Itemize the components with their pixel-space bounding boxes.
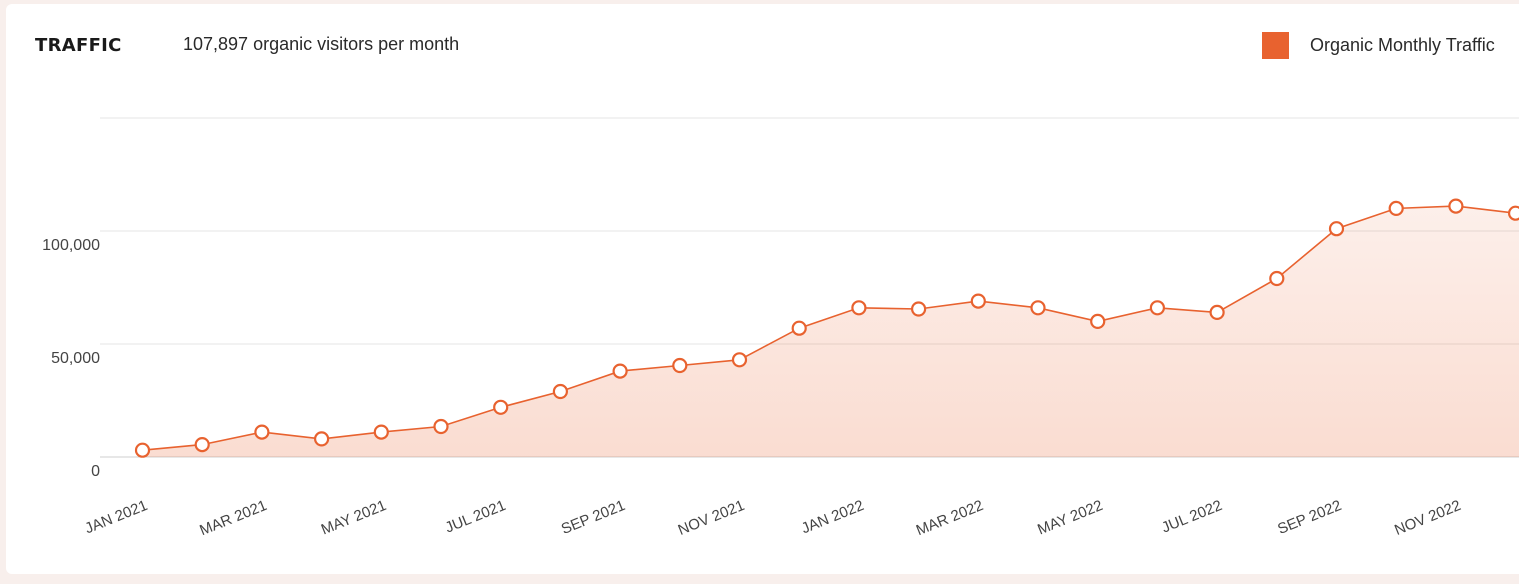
data-point[interactable]: FEB 2022: 65,500	[910, 301, 927, 317]
data-point[interactable]: AUG 2021: 29,000	[552, 383, 569, 400]
data-point[interactable]: MAR 2022: 69,000	[970, 293, 986, 309]
data-point[interactable]: JUL 2022: 64,000	[1209, 304, 1225, 320]
legend[interactable]: Organic Monthly Traffic	[1262, 32, 1495, 59]
data-point[interactable]: OCT 2022: 110,000	[1388, 200, 1404, 216]
data-point[interactable]: APR 2021: 8,000	[314, 431, 330, 447]
data-point[interactable]: MAY 2022: 60,000	[1090, 313, 1106, 329]
x-tick-label: NOV 2022	[1392, 497, 1463, 539]
x-tick-label: JAN 2022	[799, 497, 866, 537]
data-point[interactable]: NOV 2022: 111,000	[1448, 198, 1464, 214]
data-point[interactable]: AUG 2022: 79,000	[1269, 270, 1285, 287]
legend-label: Organic Monthly Traffic	[1310, 35, 1495, 55]
y-tick-label: 0	[91, 463, 100, 480]
y-axis-ticks: 0 50,000 100,000	[42, 237, 100, 480]
y-tick-label: 50,000	[51, 350, 100, 367]
x-axis-ticks: JAN 2021 MAR 2021 MAY 2021 JUL 2021 SEP 2021…	[83, 497, 1464, 539]
data-point[interactable]: JAN 2022: 66,000	[851, 300, 867, 316]
data-point[interactable]: JUL 2021: 22,000	[493, 399, 509, 415]
page-title: TRAFFIC	[35, 35, 122, 56]
data-point[interactable]: JAN 2021: 3,000	[134, 442, 151, 458]
traffic-card: 0 50,000 100,000 JAN 2021: 3,000 FEB 2021: …	[6, 4, 1519, 574]
x-tick-label: SEP 2022	[1275, 497, 1344, 538]
series-line	[142, 205, 1516, 451]
x-tick-label: MAR 2021	[197, 497, 269, 539]
data-point[interactable]: JUN 2021: 13,500	[433, 418, 449, 435]
x-tick-label: MAY 2021	[319, 497, 389, 538]
x-tick-label: MAR 2022	[914, 497, 986, 539]
data-point[interactable]: MAR 2021: 11,000	[254, 424, 270, 440]
x-tick-label: JAN 2021	[83, 497, 150, 537]
x-tick-label: SEP 2021	[559, 497, 628, 538]
data-point[interactable]: DEC 2022: 107,897	[1508, 205, 1519, 221]
data-point[interactable]: SEP 2021: 38,000	[612, 363, 628, 379]
data-point[interactable]: NOV 2021: 43,000	[731, 352, 748, 368]
legend-swatch	[1262, 32, 1289, 59]
x-tick-label: JUL 2021	[443, 497, 508, 537]
data-point[interactable]: DEC 2021: 57,000	[791, 320, 807, 336]
data-point[interactable]: OCT 2021: 40,500	[672, 357, 688, 374]
data-points: JAN 2021: 3,000 FEB 2021: 5,500 MAR 2021: …	[134, 198, 1519, 458]
x-tick-label: JUL 2022	[1159, 497, 1224, 537]
area-fill	[142, 206, 1519, 457]
data-point[interactable]: MAY 2021: 11,000	[373, 424, 389, 440]
traffic-chart: 0 50,000 100,000 JAN 2021: 3,000 FEB 2021: …	[42, 117, 1519, 539]
x-tick-label: NOV 2021	[676, 497, 747, 539]
y-tick-label: 100,000	[42, 237, 100, 254]
data-point[interactable]: FEB 2021: 5,500	[194, 437, 210, 453]
x-tick-label: MAY 2022	[1035, 497, 1105, 538]
data-point[interactable]: JUN 2022: 66,000	[1149, 300, 1166, 316]
data-point[interactable]: APR 2022: 66,000	[1030, 300, 1046, 316]
data-point[interactable]: SEP 2022: 101,000	[1328, 221, 1345, 237]
visitors-summary: 107,897 organic visitors per month	[183, 34, 460, 54]
